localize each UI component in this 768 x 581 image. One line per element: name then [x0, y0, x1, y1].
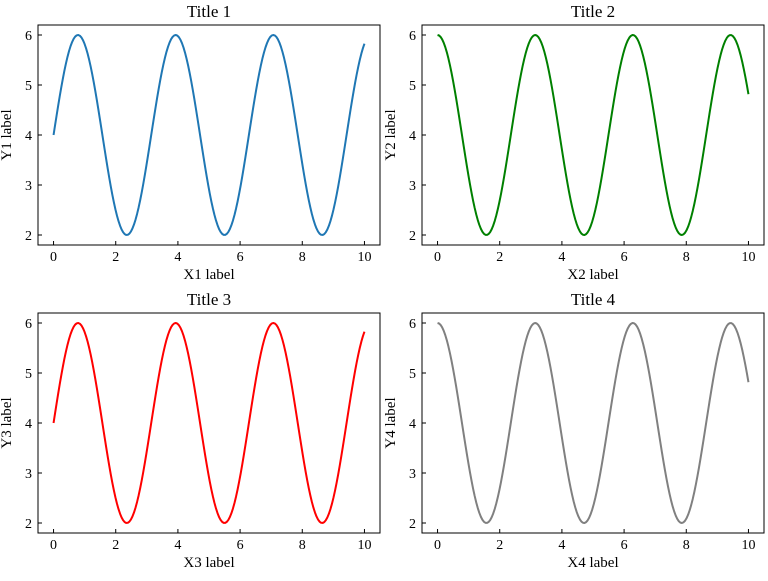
- y-tick-label: 4: [409, 417, 416, 432]
- x-tick-label: 6: [237, 538, 244, 553]
- y-tick-label: 2: [25, 229, 32, 244]
- y-tick-label: 2: [409, 517, 416, 532]
- y-tick-label: 2: [409, 229, 416, 244]
- y-tick-label: 6: [409, 29, 416, 44]
- subplot-4: 0 2 4 6 8 10 2 3 4 5 6 Title 4 X4 label Y4 label: [383, 290, 765, 571]
- y-tick-label: 5: [409, 79, 416, 94]
- y-tick-label: 3: [25, 179, 32, 194]
- x-tick-label: 2: [496, 250, 503, 265]
- x-tick-label: 10: [357, 250, 371, 265]
- x-tick-label: 10: [741, 538, 755, 553]
- subplot-title: Title 3: [187, 290, 231, 309]
- axes-frame: [421, 24, 765, 246]
- x-tick-label: 8: [683, 250, 690, 265]
- series-line-1: [52, 34, 366, 236]
- y-axis-label: Y1 label: [0, 109, 15, 160]
- subplot-2: 0 2 4 6 8 10 2 3 4 5 6 Title 2 X2 label Y2 label: [383, 2, 765, 283]
- subplot-title: Title 4: [571, 290, 616, 309]
- y-tick-label: 3: [25, 467, 32, 482]
- x-tick-label: 10: [357, 538, 371, 553]
- x-axis-label: X1 label: [183, 267, 234, 283]
- x-tick-label: 6: [237, 250, 244, 265]
- x-axis-label: X2 label: [567, 267, 618, 283]
- x-axis-label: X3 label: [183, 555, 234, 571]
- x-tick-label: 8: [299, 250, 306, 265]
- y-tick-label: 3: [409, 179, 416, 194]
- y-tick-label: 5: [25, 79, 32, 94]
- y-tick-label: 3: [409, 467, 416, 482]
- x-tick-label: 0: [50, 538, 57, 553]
- y-axis-label: Y3 label: [0, 397, 15, 448]
- subplot-title: Title 2: [571, 2, 615, 21]
- subplot-1: 0 2 4 6 8 10 2 3 4 5 6 Title 1 X1 label Y1 label: [0, 2, 381, 283]
- series-line-1: [437, 34, 750, 236]
- y-tick-label: 5: [409, 367, 416, 382]
- x-tick-label: 8: [683, 538, 690, 553]
- series-line-1: [52, 322, 366, 524]
- y-tick-label: 4: [409, 129, 416, 144]
- x-tick-label: 2: [112, 250, 119, 265]
- x-tick-label: 4: [174, 250, 181, 265]
- x-tick-label: 4: [174, 538, 181, 553]
- x-axis-label: X4 label: [567, 555, 618, 571]
- x-tick-label: 0: [50, 250, 57, 265]
- x-tick-label: 2: [112, 538, 119, 553]
- y-axis-label: Y4 label: [383, 397, 399, 448]
- subplot-3: 0 2 4 6 8 10 2 3 4 5 6 Title 3 X3 label Y3 label: [0, 290, 381, 571]
- x-tick-label: 0: [434, 538, 441, 553]
- axes-frame: [421, 312, 765, 534]
- y-tick-label: 6: [25, 29, 32, 44]
- y-tick-label: 6: [25, 317, 32, 332]
- y-tick-label: 4: [25, 129, 32, 144]
- x-tick-label: 0: [434, 250, 441, 265]
- x-tick-label: 8: [299, 538, 306, 553]
- subplot-title: Title 1: [187, 2, 231, 21]
- x-tick-label: 2: [496, 538, 503, 553]
- y-axis-label: Y2 label: [383, 109, 399, 160]
- y-tick-label: 5: [25, 367, 32, 382]
- y-tick-label: 2: [25, 517, 32, 532]
- x-tick-label: 10: [741, 250, 755, 265]
- x-tick-label: 4: [558, 250, 565, 265]
- y-tick-label: 4: [25, 417, 32, 432]
- x-tick-label: 6: [621, 538, 628, 553]
- series-line-1: [437, 322, 750, 524]
- x-tick-label: 6: [621, 250, 628, 265]
- y-tick-label: 6: [409, 317, 416, 332]
- x-tick-label: 4: [558, 538, 565, 553]
